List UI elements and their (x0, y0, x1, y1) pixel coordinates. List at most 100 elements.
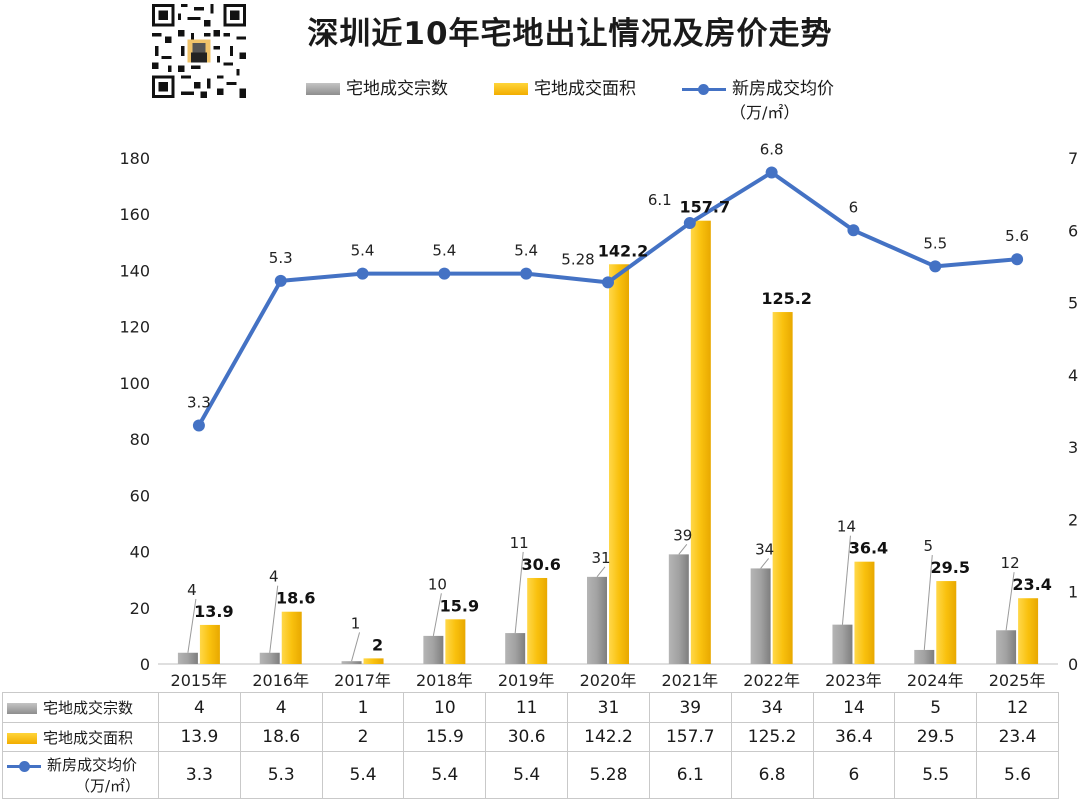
count-label-leader (678, 544, 688, 555)
count-data-label: 11 (510, 534, 529, 552)
legend-swatch-price (682, 83, 726, 95)
count-label-leader (351, 632, 361, 662)
bar-count (668, 554, 689, 664)
table-cell-count: 10 (403, 692, 487, 723)
bar-area (363, 658, 384, 664)
count-label-leader (596, 566, 606, 578)
table-cell-area: 30.6 (485, 722, 569, 752)
price-point (847, 224, 860, 237)
x-tick-label: 2024年 (907, 671, 964, 690)
count-label-leader (760, 558, 770, 569)
chart-title: 深圳近10年宅地出让情况及房价走势 (307, 16, 833, 52)
table-cell-area: 2 (321, 722, 405, 752)
price-data-label: 5.4 (432, 242, 456, 260)
bar-count (341, 661, 362, 664)
qr-code (152, 4, 246, 98)
count-label-leader (432, 593, 442, 636)
table-rowhead-count: 宅地成交宗数 (2, 692, 159, 723)
x-tick-label: 2025年 (989, 671, 1046, 690)
area-data-label: 18.6 (276, 589, 315, 608)
bar-count (259, 652, 280, 664)
table-cell-count: 11 (485, 692, 569, 723)
y-left-tick-label: 60 (130, 486, 150, 505)
y-left-tick-label: 20 (130, 599, 150, 618)
price-point (1011, 253, 1024, 266)
bar-count (177, 652, 198, 664)
table-rowhead-area: 宅地成交面积 (2, 722, 159, 752)
count-label-leader (841, 535, 851, 625)
price-data-label: 6 (849, 198, 859, 216)
count-data-label: 4 (269, 568, 279, 586)
y-right-tick-label: 5 (1068, 294, 1078, 313)
legend-swatch-count (306, 83, 340, 95)
count-label-leader (923, 555, 933, 650)
chart-legend: 宅地成交宗数 宅地成交面积 新房成交均价 （万/㎡） (0, 74, 1080, 124)
bar-area (1018, 598, 1039, 664)
table-row-area: 宅地成交面积 13.9 18.6 2 15.9 30.6 142.2 157.7 125.2 3… (2, 722, 1059, 752)
y-right-tick-label: 6 (1068, 221, 1078, 240)
bar-count (996, 630, 1017, 664)
count-data-label: 14 (837, 518, 856, 536)
count-data-label: 34 (755, 540, 774, 558)
legend-item-area: 宅地成交面积 (494, 74, 636, 99)
y-left-tick-label: 160 (119, 205, 150, 224)
bar-count (587, 576, 607, 664)
table-cell-price: 3.3 (158, 751, 241, 799)
table-cell-count: 34 (730, 692, 814, 723)
table-cell-count: 1 (321, 692, 405, 723)
count-label-leader (269, 585, 279, 653)
y-right-tick-label: 3 (1068, 438, 1078, 457)
y-left-tick-label: 80 (130, 430, 150, 449)
table-cell-count: 4 (239, 692, 323, 723)
price-data-label: 5.3 (269, 249, 293, 267)
price-point (683, 217, 696, 230)
area-data-label: 29.5 (931, 558, 970, 577)
x-tick-label: 2021年 (661, 671, 718, 690)
table-swatch-area (7, 732, 37, 744)
area-data-label: 15.9 (440, 596, 479, 615)
bar-area (854, 561, 875, 664)
area-data-label: 157.7 (680, 198, 731, 217)
y-left-tick-label: 0 (140, 655, 150, 674)
table-cell-price: 6.8 (730, 751, 814, 799)
table-cell-price: 6 (812, 751, 896, 799)
table-cell-count: 12 (976, 692, 1059, 723)
table-cell-price: 5.4 (485, 751, 569, 799)
table-cell-price: 5.6 (976, 751, 1059, 799)
x-tick-label: 2023年 (825, 671, 882, 690)
table-label-price: 新房成交均价 (47, 756, 138, 774)
price-data-label: 5.28 (561, 250, 594, 268)
y-right-tick-label: 0 (1068, 655, 1078, 674)
legend-label-area: 宅地成交面积 (534, 79, 636, 99)
table-cell-area: 15.9 (403, 722, 487, 752)
table-row-count: 宅地成交宗数 4 4 1 10 11 31 39 34 14 5 12 (2, 692, 1059, 723)
area-data-label: 142.2 (598, 241, 649, 260)
bar-count (423, 635, 444, 664)
count-data-label: 5 (923, 537, 933, 555)
x-tick-label: 2020年 (580, 671, 637, 690)
bar-area (690, 220, 711, 664)
price-line (197, 170, 1018, 427)
price-point (520, 267, 533, 280)
price-point (765, 166, 778, 179)
bar-area (281, 611, 302, 664)
count-data-label: 1 (351, 614, 361, 632)
y-left-tick-label: 180 (119, 149, 150, 168)
area-data-label: 13.9 (194, 602, 233, 621)
bar-area (527, 577, 548, 664)
count-data-label: 12 (1001, 554, 1020, 572)
price-data-label: 5.4 (351, 242, 375, 260)
y-left-tick-label: 120 (119, 318, 150, 337)
price-point (274, 274, 287, 287)
y-left-tick-label: 100 (119, 374, 150, 393)
bar-count (832, 624, 853, 664)
price-data-label: 6.8 (760, 140, 784, 158)
count-label-leader (187, 598, 197, 653)
data-table: 宅地成交宗数 4 4 1 10 11 31 39 34 14 5 12 宅地成交面积 13.9 18.… (2, 692, 1059, 799)
price-point (192, 419, 205, 432)
table-row-price: 新房成交均价 （万/㎡） 3.3 5.3 5.4 5.4 5.4 5.28 6.1 6.8 6 5.… (2, 751, 1059, 799)
table-cell-price: 5.28 (567, 751, 650, 799)
table-cell-price: 5.3 (239, 751, 323, 799)
table-cell-area: 157.7 (648, 722, 732, 752)
y-right-tick-label: 2 (1068, 510, 1078, 529)
